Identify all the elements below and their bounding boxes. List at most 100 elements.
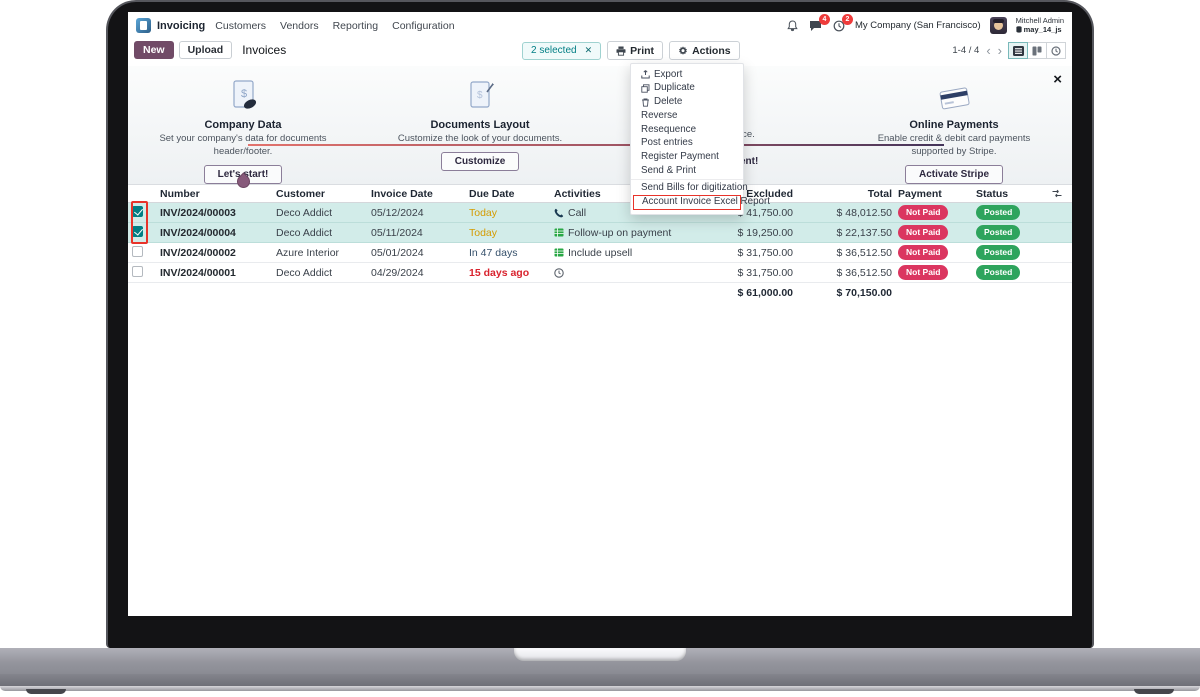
kanban-view-icon <box>1032 46 1042 55</box>
invoice-date: 05/01/2024 <box>367 242 465 263</box>
step-description: Set your company's data for documents he… <box>159 133 327 157</box>
header-payment[interactable]: Payment <box>894 184 972 203</box>
menu-configuration[interactable]: Configuration <box>392 19 455 32</box>
menu-customers[interactable]: Customers <box>215 19 267 32</box>
invoice-number: INV/2024/00004 <box>156 222 272 243</box>
company-data-icon: $ <box>128 70 358 114</box>
menu-item-reverse[interactable]: Reverse <box>641 109 678 121</box>
actions-dropdown-menu: Export Duplicate Delete Reverse Resequen… <box>630 63 770 215</box>
menu-item-post-entries[interactable]: Post entries <box>641 137 693 149</box>
laptop-foot-right <box>1134 689 1174 694</box>
invoicing-app-icon[interactable] <box>136 18 151 33</box>
due-date: 15 days ago <box>465 262 550 283</box>
list-view-button[interactable] <box>1008 42 1028 59</box>
menu-vendors[interactable]: Vendors <box>280 19 319 32</box>
company-switcher[interactable]: My Company (San Francisco) <box>854 20 981 31</box>
onboarding-step-online-payments: Online Payments Enable credit & debit ca… <box>839 70 1069 184</box>
pager-prev-icon[interactable]: ‹ <box>986 42 991 58</box>
new-button[interactable]: New <box>134 41 174 59</box>
hidden-step-description-fragment: ice. <box>740 129 755 140</box>
total: $ 36,512.50 <box>795 242 894 263</box>
header-number[interactable]: Number <box>156 184 272 203</box>
row-checkbox[interactable] <box>132 245 143 257</box>
onboarding-step-company-data: $ Company Data Set your company's data f… <box>128 70 358 184</box>
gear-icon <box>679 45 688 55</box>
row-checkbox[interactable] <box>132 225 143 237</box>
app-name[interactable]: Invoicing <box>157 19 206 32</box>
header-total[interactable]: Total <box>795 184 894 203</box>
row-checkbox[interactable] <box>132 265 143 277</box>
select-all-checkbox-cell[interactable] <box>128 184 156 203</box>
onboarding-step-documents-layout: $ Documents Layout Customize the look of… <box>365 70 595 171</box>
menu-item-export[interactable]: Export <box>631 68 743 82</box>
tax-excluded: $ 31,750.00 <box>680 262 795 283</box>
activity-label[interactable]: Include upsell <box>568 246 633 259</box>
selection-count: 2 selected <box>531 45 577 56</box>
menu-item-account-invoice-excel-report[interactable]: Account Invoice Excel Report <box>633 195 770 210</box>
close-onboarding-icon[interactable]: × <box>1053 71 1062 88</box>
laptop-notch <box>514 648 686 661</box>
breadcrumb[interactable]: Invoices <box>242 43 287 57</box>
payment-badge: Not Paid <box>898 205 949 220</box>
status-badge: Posted <box>976 205 1021 220</box>
top-navbar: Invoicing Customers Vendors Reporting Co… <box>128 12 1072 39</box>
optional-columns-cell[interactable] <box>1048 184 1072 203</box>
view-switcher <box>1008 42 1066 59</box>
invoice-number: INV/2024/00002 <box>156 242 272 263</box>
table-footer-row: $ 61,000.00 $ 70,150.00 <box>128 282 1072 303</box>
menu-item-register-payment[interactable]: Register Payment <box>641 151 719 163</box>
header-invoice-date[interactable]: Invoice Date <box>367 184 465 203</box>
print-button[interactable]: Print <box>607 41 664 60</box>
clear-selection-icon[interactable]: ✕ <box>584 45 593 55</box>
documents-layout-icon: $ <box>365 70 595 114</box>
user-menu[interactable]: Mitchell Admin may_14_js <box>1015 15 1064 34</box>
total: $ 36,512.50 <box>795 262 894 283</box>
due-date: Today <box>465 202 550 223</box>
menu-separator <box>631 179 743 181</box>
menu-item-send-print[interactable]: Send & Print <box>641 165 697 177</box>
step-title: Company Data <box>204 119 282 131</box>
onboarding-step-marker <box>233 172 253 192</box>
header-status[interactable]: Status <box>972 184 1048 203</box>
activity-clock-icon[interactable]: 2 <box>832 13 853 33</box>
customer: Azure Interior <box>272 242 367 263</box>
invoice-row[interactable]: INV/2024/00001 Deco Addict 04/29/2024 15… <box>128 262 1072 283</box>
total-sum: $ 70,150.00 <box>795 282 894 303</box>
pager-next-icon[interactable]: › <box>997 42 1002 58</box>
pager: 1-4 / 4 <box>952 45 980 56</box>
invoice-row[interactable]: INV/2024/00004 Deco Addict 05/11/2024 To… <box>128 222 1072 243</box>
header-due-date[interactable]: Due Date <box>465 184 550 203</box>
row-checkbox[interactable] <box>132 205 143 217</box>
payment-badge: Not Paid <box>898 265 949 280</box>
customer: Deco Addict <box>272 202 367 223</box>
tax-excluded: $ 31,750.00 <box>680 242 795 263</box>
menu-item-duplicate[interactable]: Duplicate <box>631 82 743 96</box>
user-avatar[interactable] <box>989 17 1007 34</box>
activate-stripe-button[interactable]: Activate Stripe <box>904 164 1004 184</box>
tax-excluded-sum: $ 61,000.00 <box>680 282 795 303</box>
credit-card-icon <box>839 70 1069 114</box>
activity-view-button[interactable] <box>1046 42 1066 59</box>
activity-badge: 2 <box>841 13 853 25</box>
invoice-date: 05/11/2024 <box>367 222 465 243</box>
chat-icon[interactable]: 4 <box>809 13 830 33</box>
invoice-row[interactable]: INV/2024/00003 Deco Addict 05/12/2024 To… <box>128 202 1072 223</box>
activity-label[interactable]: Call <box>568 206 587 219</box>
activity-label[interactable]: Follow-up on payment <box>568 226 672 239</box>
menu-item-resequence[interactable]: Resequence <box>641 123 697 135</box>
menu-reporting[interactable]: Reporting <box>332 19 379 32</box>
actions-button[interactable]: Actions <box>669 41 740 60</box>
header-customer[interactable]: Customer <box>272 184 367 203</box>
invoice-row[interactable]: INV/2024/00002 Azure Interior 05/01/2024… <box>128 242 1072 263</box>
laptop-base-edge <box>0 686 1200 691</box>
upload-button[interactable]: Upload <box>178 41 233 59</box>
customize-button[interactable]: Customize <box>440 151 520 171</box>
hidden-step-button-fragment: ent! <box>740 156 759 167</box>
bell-icon[interactable] <box>786 19 800 33</box>
kanban-view-button[interactable] <box>1027 42 1047 59</box>
onboarding-panel: $ Company Data Set your company's data f… <box>128 66 1072 184</box>
menu-item-delete[interactable]: Delete <box>631 96 743 110</box>
menu-item-send-bills-digitization[interactable]: Send Bills for digitization <box>641 181 748 193</box>
user-name: Mitchell Admin <box>1015 15 1064 25</box>
status-badge: Posted <box>976 225 1021 240</box>
